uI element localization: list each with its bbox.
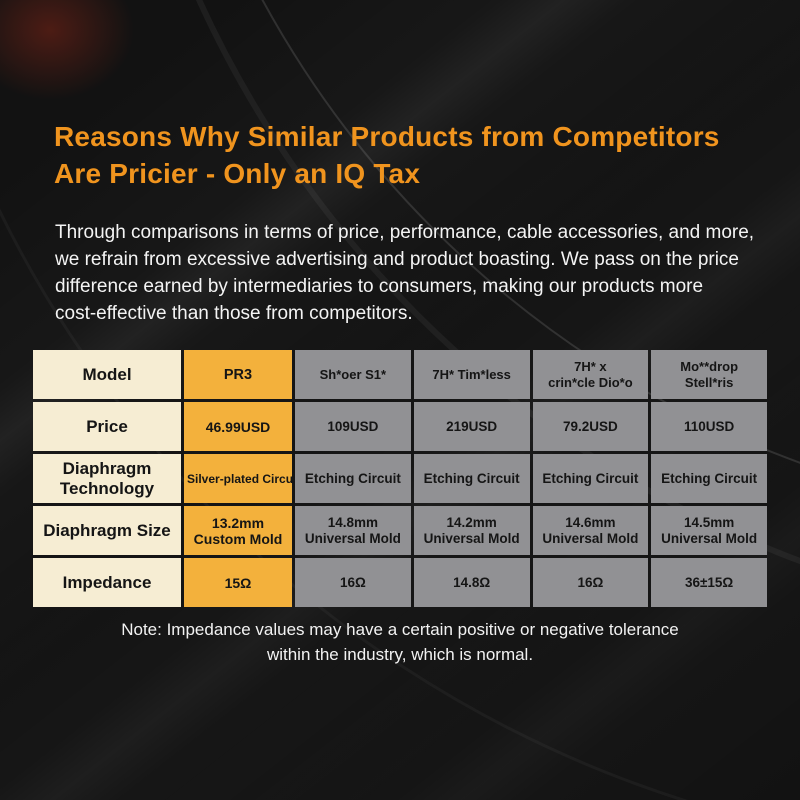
- cell-tech-pr3: Silver-plated Circuit: [184, 454, 292, 503]
- cell-tech-competitor-1: Etching Circuit: [295, 454, 411, 503]
- cell-impedance-competitor-1: 16Ω: [295, 558, 411, 607]
- corner-red-glow: [0, 0, 170, 130]
- cell-tech-competitor-4: Etching Circuit: [651, 454, 767, 503]
- page-title-line1: Reasons Why Similar Products from Compet…: [54, 121, 720, 152]
- row-header-price: Price: [33, 402, 181, 451]
- cell-price-competitor-4: 110USD: [651, 402, 767, 451]
- intro-line: difference earned by intermediaries to c…: [55, 276, 704, 297]
- cell-model-competitor-3: 7H* x crin*cle Dio*o: [532, 350, 649, 399]
- intro-line: Through comparisons in terms of price, p…: [55, 222, 755, 243]
- row-header-impedance: Impedance: [33, 558, 181, 607]
- cell-impedance-competitor-2: 14.8Ω: [413, 558, 530, 607]
- cell-model-pr3: PR3: [184, 350, 292, 399]
- table-row-model: Model PR3 Sh*oer S1* 7H* Tim*less 7H* x …: [33, 350, 767, 399]
- cell-price-pr3: 46.99USD: [184, 402, 292, 451]
- cell-price-competitor-3: 79.2USD: [532, 402, 649, 451]
- table-row-diaphragm-size: Diaphragm Size 13.2mm Custom Mold 14.8mm…: [33, 506, 767, 555]
- cell-price-competitor-2: 219USD: [413, 402, 530, 451]
- page-title-line2: Are Pricier - Only an IQ Tax: [54, 158, 421, 189]
- intro-line: we refrain from excessive advertising an…: [55, 249, 739, 270]
- table-row-impedance: Impedance 15Ω 16Ω 14.8Ω 16Ω 36±15Ω: [33, 558, 767, 607]
- footnote-line1: Note: Impedance values may have a certai…: [121, 620, 679, 639]
- cell-model-competitor-4: Mo**drop Stell*ris: [651, 350, 767, 399]
- cell-impedance-pr3: 15Ω: [184, 558, 292, 607]
- comparison-table: Model PR3 Sh*oer S1* 7H* Tim*less 7H* x …: [30, 347, 770, 610]
- cell-tech-competitor-2: Etching Circuit: [413, 454, 530, 503]
- row-header-diaphragm-technology: Diaphragm Technology: [33, 454, 181, 503]
- intro-line: cost-effective than those from competito…: [55, 303, 413, 324]
- row-header-model: Model: [33, 350, 181, 399]
- footnote-line2: within the industry, which is normal.: [266, 645, 534, 664]
- cell-size-competitor-4: 14.5mm Universal Mold: [651, 506, 767, 555]
- cell-size-competitor-1: 14.8mm Universal Mold: [295, 506, 411, 555]
- table-row-price: Price 46.99USD 109USD 219USD 79.2USD 110…: [33, 402, 767, 451]
- cell-size-competitor-2: 14.2mm Universal Mold: [413, 506, 530, 555]
- cell-impedance-competitor-4: 36±15Ω: [651, 558, 767, 607]
- page-title: Reasons Why Similar Products from Compet…: [54, 118, 720, 192]
- cell-size-competitor-3: 14.6mm Universal Mold: [532, 506, 649, 555]
- row-header-diaphragm-size: Diaphragm Size: [33, 506, 181, 555]
- footnote: Note: Impedance values may have a certai…: [0, 617, 800, 667]
- cell-size-pr3: 13.2mm Custom Mold: [184, 506, 292, 555]
- cell-model-competitor-2: 7H* Tim*less: [413, 350, 530, 399]
- cell-price-competitor-1: 109USD: [295, 402, 411, 451]
- cell-model-competitor-1: Sh*oer S1*: [295, 350, 411, 399]
- cell-tech-competitor-3: Etching Circuit: [532, 454, 649, 503]
- intro-paragraph: Through comparisons in terms of price, p…: [55, 219, 754, 327]
- cell-impedance-competitor-3: 16Ω: [532, 558, 649, 607]
- table-row-diaphragm-technology: Diaphragm Technology Silver-plated Circu…: [33, 454, 767, 503]
